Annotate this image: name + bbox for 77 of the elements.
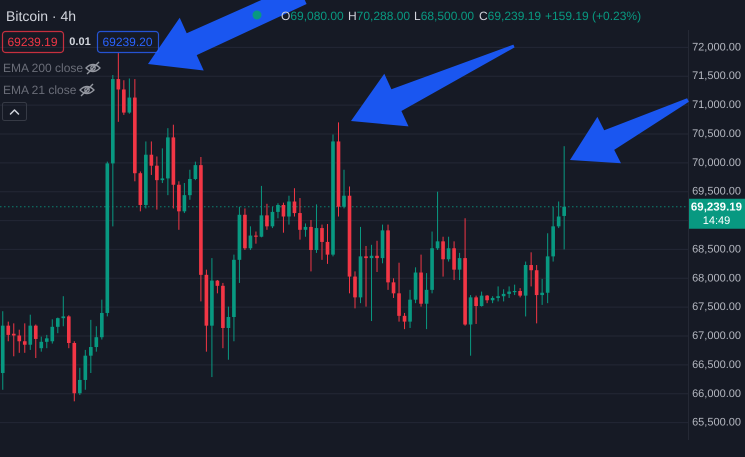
chart-title: Bitcoin · 4h [6, 8, 76, 24]
text: H70,288.00 [348, 9, 410, 23]
y-tick-label: 68,500.00 [692, 243, 741, 256]
candlestick [56, 317, 60, 334]
candlestick [518, 288, 522, 298]
candlestick [216, 280, 220, 294]
candlestick [122, 80, 126, 116]
candlestick [529, 252, 533, 287]
candlestick [17, 329, 22, 354]
candlestick [392, 278, 396, 298]
candlestick [402, 312, 406, 330]
candlestick [304, 222, 308, 238]
annotation: 69239.19 [7, 35, 58, 49]
candlestick [507, 286, 511, 298]
candlestick [39, 336, 44, 352]
y-tick-label: 70,500.00 [692, 128, 741, 140]
candlestick [375, 240, 379, 272]
candlestick [424, 272, 428, 330]
candlestick [540, 278, 544, 306]
text: C69,239.19 [479, 9, 542, 23]
text: O69,080.00 [281, 9, 344, 23]
candlestick [446, 236, 450, 262]
candlestick [320, 224, 324, 260]
candlestick [480, 291, 484, 308]
annotation: 69239.20 [102, 35, 153, 49]
candlestick [128, 78, 132, 114]
candlestick [309, 219, 313, 272]
candlestick [364, 245, 368, 308]
candlestick [155, 156, 159, 210]
candlestick [248, 226, 252, 251]
candlestick [194, 161, 198, 181]
candlestick [226, 306, 230, 360]
candlestick [353, 270, 357, 309]
annotation: 0.01 [69, 36, 91, 48]
candlestick [12, 322, 16, 357]
candlestick [452, 240, 456, 281]
y-tick-label: 70,000.00 [692, 156, 741, 169]
ref-line-label: 69,239.19 [690, 201, 742, 214]
candlestick [188, 169, 192, 200]
candlestick [298, 198, 302, 240]
y-tick-label: 65,500.00 [692, 416, 741, 429]
candlestick [89, 319, 93, 374]
y-tick-label: 67,500.00 [692, 301, 741, 314]
candlestick [44, 334, 49, 349]
candlestick [458, 252, 462, 281]
candlestick [28, 314, 32, 350]
candlestick [254, 231, 258, 244]
y-tick-label: 68,000.00 [692, 272, 741, 284]
text: L68,500.00 [414, 9, 474, 23]
text: 14:49 [702, 215, 730, 227]
y-tick-label: 67,000.00 [692, 330, 741, 342]
candlestick [370, 244, 374, 322]
candlestick [397, 262, 401, 322]
annotation: EMA 200 close [3, 61, 84, 75]
candlestick [150, 140, 154, 176]
candlestick [408, 289, 412, 328]
candlestick [326, 224, 330, 264]
candlestick [474, 295, 478, 324]
text: +159.19 (+0.23%) [545, 9, 642, 23]
candlestick [265, 203, 269, 230]
candlestick [34, 324, 38, 358]
candlestick [282, 202, 286, 234]
y-tick-label: 66,500.00 [692, 358, 741, 371]
y-tick-label: 69,500.00 [692, 186, 741, 198]
annotation: EMA 21 close [3, 83, 77, 97]
candlestick [50, 318, 54, 344]
candlestick [6, 321, 10, 342]
candlestick [94, 326, 98, 352]
candlestick [78, 367, 82, 396]
candlestick [116, 52, 120, 122]
candlestick [292, 188, 296, 218]
y-tick-label: 66,000.00 [692, 388, 741, 400]
y-tick-label: 71,500.00 [692, 70, 741, 82]
y-tick-label: 71,000.00 [692, 99, 741, 112]
candlestick [441, 236, 445, 278]
candlestick [496, 286, 500, 302]
y-tick-label: 72,000.00 [692, 41, 741, 54]
